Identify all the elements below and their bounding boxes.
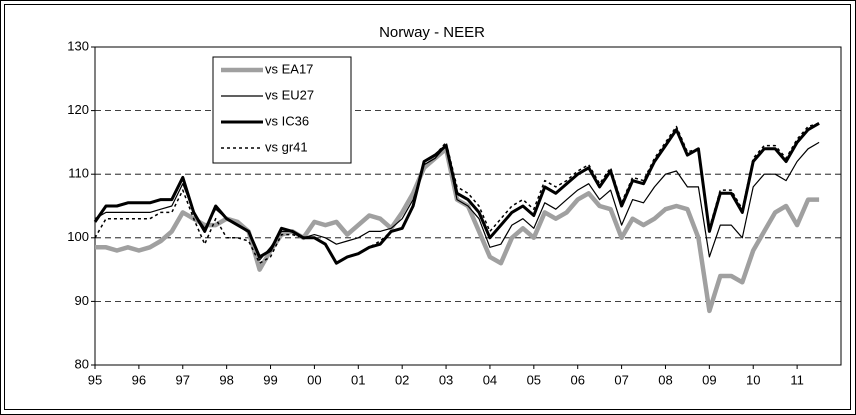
x-tick-label: 00 — [307, 372, 321, 387]
x-tick-label: 01 — [351, 372, 365, 387]
x-tick-label: 07 — [614, 372, 628, 387]
x-tick-label: 11 — [790, 372, 804, 387]
x-tick-label: 06 — [570, 372, 584, 387]
x-tick-label: 02 — [395, 372, 409, 387]
legend-label: vs EA17 — [265, 61, 313, 76]
legend-box — [212, 56, 352, 164]
chart-title: Norway - NEER — [379, 24, 485, 41]
x-tick-label: 03 — [439, 372, 453, 387]
x-tick-label: 05 — [527, 372, 541, 387]
y-tick-label: 80 — [75, 356, 89, 371]
series-line — [94, 122, 820, 264]
legend-label: vs IC36 — [265, 113, 309, 128]
x-tick-label: 98 — [219, 372, 233, 387]
x-tick-label: 99 — [263, 372, 277, 387]
x-tick-label: 96 — [132, 372, 146, 387]
plot-area — [94, 46, 842, 366]
y-tick-label: 90 — [75, 293, 89, 308]
y-tick-label: 120 — [67, 102, 89, 117]
y-tick-label: 110 — [68, 166, 89, 181]
x-tick-label: 10 — [746, 372, 760, 387]
x-tick-label: 08 — [658, 372, 672, 387]
legend-label: vs EU27 — [265, 87, 314, 102]
x-tick-label: 04 — [483, 372, 497, 387]
inner-frame — [4, 4, 851, 410]
series-line — [93, 122, 820, 265]
x-tick-label: 09 — [702, 372, 716, 387]
x-tick-label: 95 — [88, 372, 102, 387]
legend-label: vs gr41 — [265, 139, 308, 154]
y-tick-label: 100 — [67, 229, 89, 244]
x-tick-label: 97 — [176, 372, 190, 387]
y-tick-label: 130 — [67, 38, 89, 53]
